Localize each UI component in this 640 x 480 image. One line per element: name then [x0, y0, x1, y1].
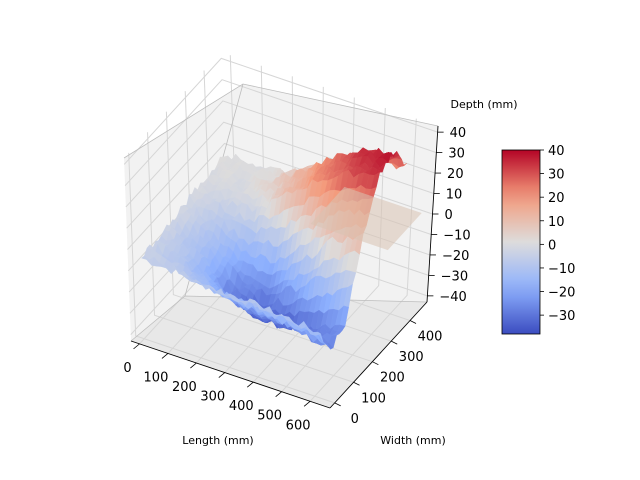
x-axis-label: Length (mm): [182, 434, 253, 447]
y-axis-line: [329, 301, 428, 409]
y-tick-mark: [391, 340, 398, 345]
y-tick-label: 400: [418, 330, 443, 345]
colorbar-tick-label: −10: [548, 262, 575, 277]
depth-surface: [141, 147, 422, 350]
z-tick-label: −10: [443, 228, 470, 243]
x-tick-mark: [303, 400, 311, 407]
colorbar-tick-label: 40: [548, 144, 565, 159]
surface-cell: [312, 331, 322, 336]
x-tick-mark: [190, 362, 197, 369]
y-tick-mark: [334, 402, 341, 407]
floor-pane: [131, 296, 427, 408]
colorbar-tick-label: 0: [548, 238, 556, 253]
x-tick-label: 400: [229, 399, 254, 414]
y-tick-mark: [372, 361, 379, 366]
x-tick-label: 500: [257, 409, 282, 424]
y-gridline: [147, 132, 354, 383]
x-tick-label: 600: [286, 418, 311, 433]
z-tick-label: −20: [442, 249, 469, 264]
z-axis-label: Depth (mm): [450, 98, 517, 111]
z-tick-label: −30: [441, 269, 468, 284]
x-tick-label: 200: [172, 380, 197, 395]
x-tick-label: 0: [123, 361, 131, 376]
y-tick-label: 300: [399, 350, 424, 365]
colorbar-tick-label: 10: [548, 215, 565, 230]
y-gridline: [128, 152, 335, 404]
y-gridline: [165, 111, 373, 363]
colorbar-tick-label: 30: [548, 168, 565, 183]
x-tick-mark: [161, 353, 169, 359]
y-tick-mark: [409, 320, 417, 324]
colorbar-fill: [501, 149, 541, 335]
colorbar-tick-label: −30: [548, 309, 575, 324]
colorbar: −30 −20 −10 0 10 20 30 40: [501, 144, 575, 335]
y-tick-mark: [353, 381, 360, 386]
x-tick-mark: [133, 343, 140, 350]
reference-plane: [310, 186, 422, 251]
z-gridline: [123, 57, 438, 165]
grid-lines: [123, 55, 438, 404]
x-tick-label: 300: [200, 390, 225, 405]
x-tick-label: 100: [144, 370, 169, 385]
x-gridline: [309, 118, 417, 402]
y-tick-label: 200: [380, 371, 405, 386]
x-axis-line: [130, 340, 331, 409]
z-tick-label: 10: [446, 188, 463, 203]
z-tick-label: 20: [447, 167, 464, 182]
y-tick-label: 100: [361, 391, 386, 406]
z-tick-label: 0: [445, 208, 453, 223]
x-tick-mark: [218, 372, 226, 378]
z-tick-label: −40: [439, 290, 466, 305]
z-tick-label: 40: [450, 126, 467, 141]
z-ticks: −40 −30 −20 −10 0 10 20 30 40: [427, 126, 471, 305]
z-gridline: [124, 79, 437, 187]
colorbar-tick-label: −20: [548, 286, 575, 301]
x-tick-mark: [246, 381, 254, 388]
y-axis-label: Width (mm): [380, 434, 445, 447]
colorbar-ticks: −30 −20 −10 0 10 20 30 40: [540, 144, 575, 324]
z-tick-label: 30: [448, 147, 465, 162]
x-tick-mark: [275, 391, 282, 398]
y-tick-label: 0: [351, 412, 359, 427]
colorbar-tick-label: 20: [548, 191, 565, 206]
